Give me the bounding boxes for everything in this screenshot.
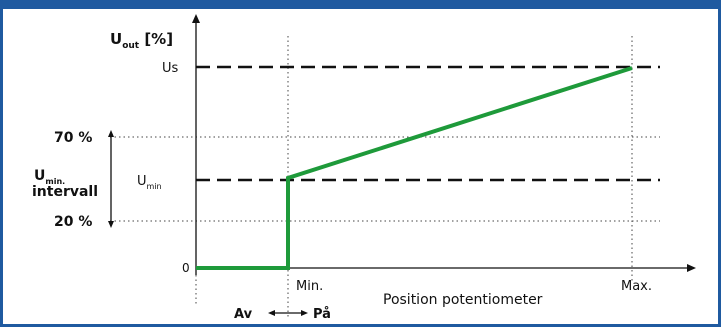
x-tick-min: Min. (296, 279, 323, 294)
interval-label-line2: intervall (32, 184, 98, 200)
switch-off-label: Av (234, 307, 253, 322)
level-us-label: Us (162, 61, 179, 76)
level-umin-label: Umin (137, 174, 162, 191)
interval-label: Umin. (34, 168, 65, 186)
switch-on-label: På (313, 307, 331, 322)
x-tick-max: Max. (621, 279, 652, 294)
y-axis-label: Uout [%] (110, 30, 173, 51)
level-20pct-label: 20 % (54, 214, 92, 230)
x-axis-label: Position potentiometer (383, 292, 543, 308)
output-curve (196, 66, 633, 270)
level-zero-label: 0 (182, 261, 190, 275)
level-70pct-label: 70 % (54, 130, 92, 146)
top-accent-bar (0, 0, 721, 9)
